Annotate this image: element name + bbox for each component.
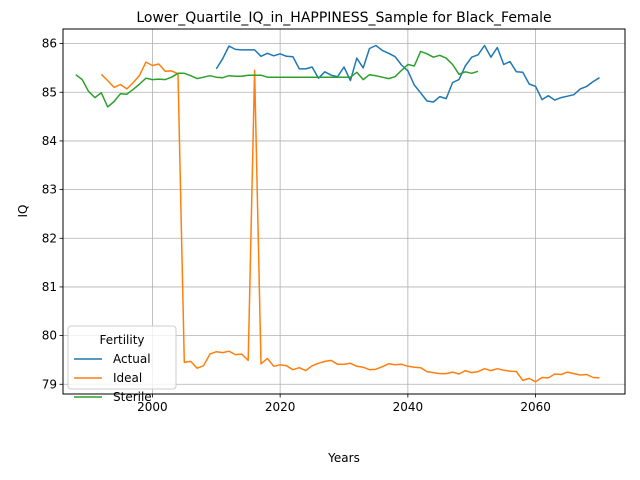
plot-frame — [62, 28, 626, 395]
series-line-actual — [215, 44, 600, 103]
y-tick-label: 83 — [42, 183, 57, 197]
grid-lines — [63, 29, 625, 394]
y-tick-label: 81 — [42, 280, 57, 294]
legend-label-actual: Actual — [113, 352, 151, 366]
y-tick-label: 80 — [42, 329, 57, 343]
y-tick-label: 79 — [42, 377, 57, 391]
legend-title: Fertility — [99, 333, 144, 347]
legend-box — [67, 325, 177, 390]
x-tick-label: 2040 — [393, 400, 424, 414]
axis-ticks: 2000 2020 2040 2060 79 80 81 82 83 84 85 86 — [42, 37, 551, 414]
y-tick-label: 84 — [42, 134, 57, 148]
legend-label-sterile: Sterile — [113, 390, 152, 404]
legend: Fertility Actual Ideal Sterile — [67, 325, 177, 404]
series-line-ideal — [100, 61, 600, 383]
x-tick-label: 2020 — [265, 400, 296, 414]
y-tick-label: 85 — [42, 85, 57, 99]
series-lines — [75, 44, 600, 383]
x-tick-label: 2000 — [137, 400, 168, 414]
x-axis-label: Years — [327, 451, 360, 465]
chart-title: Lower_Quartile_IQ_in_HAPPINESS_Sample fo… — [136, 10, 551, 26]
series-line-sterile — [75, 50, 479, 108]
x-tick-label: 2060 — [520, 400, 551, 414]
y-tick-label: 86 — [42, 37, 57, 51]
legend-label-ideal: Ideal — [113, 371, 142, 385]
y-tick-label: 82 — [42, 231, 57, 245]
y-axis-label: IQ — [16, 205, 30, 218]
